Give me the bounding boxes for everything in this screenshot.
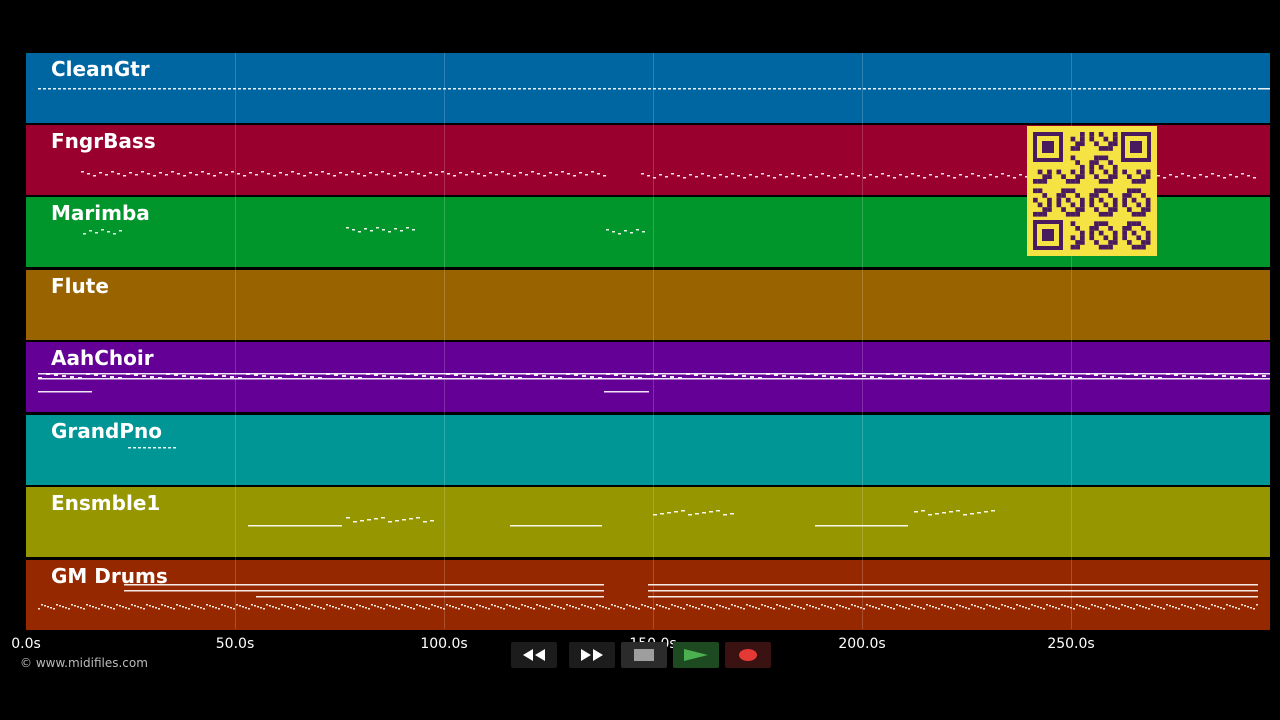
track-grandpno: GrandPno <box>26 415 1270 485</box>
notes-aahchoir <box>38 373 1270 393</box>
track-ensmble1: Ensmble1 <box>26 487 1270 557</box>
record-button[interactable] <box>725 642 771 668</box>
track-name: AahChoir <box>51 346 154 370</box>
fast-forward-icon <box>581 649 603 661</box>
record-icon <box>739 649 757 661</box>
rewind-icon <box>523 649 545 661</box>
copyright-text: © www.midifiles.com <box>20 656 148 670</box>
track-flute: Flute <box>26 270 1270 340</box>
notes-flute <box>26 270 1270 340</box>
stop-button[interactable] <box>621 642 667 668</box>
transport-controls <box>511 642 771 668</box>
notes-gmdrums <box>38 584 1258 610</box>
track-name: FngrBass <box>51 129 156 153</box>
tick-label: 50.0s <box>215 636 255 652</box>
play-icon <box>684 649 708 661</box>
rewind-button[interactable] <box>511 642 557 668</box>
track-cleangtr: CleanGtr <box>26 53 1270 123</box>
qr-code-icon <box>1027 126 1157 256</box>
track-name: GM Drums <box>51 564 168 588</box>
tick-label: 0.0s <box>11 636 41 652</box>
track-name: Marimba <box>51 201 150 225</box>
track-name: GrandPno <box>51 419 162 443</box>
notes-marimba <box>83 227 645 235</box>
fast-forward-button[interactable] <box>569 642 615 668</box>
stop-icon <box>634 649 654 661</box>
notes-ensmble1 <box>248 510 995 527</box>
tick-label: 250.0s <box>1047 636 1095 652</box>
notes-grandpno <box>128 447 176 449</box>
tick-label: 100.0s <box>420 636 468 652</box>
track-gmdrums: GM Drums <box>26 560 1270 630</box>
track-name: Ensmble1 <box>51 491 161 515</box>
notes-cleangtr <box>38 88 1270 90</box>
track-name: Flute <box>51 274 109 298</box>
tick-label: 200.0s <box>838 636 886 652</box>
track-aahchoir: AahChoir <box>26 342 1270 412</box>
play-button[interactable] <box>673 642 719 668</box>
track-name: CleanGtr <box>51 57 150 81</box>
